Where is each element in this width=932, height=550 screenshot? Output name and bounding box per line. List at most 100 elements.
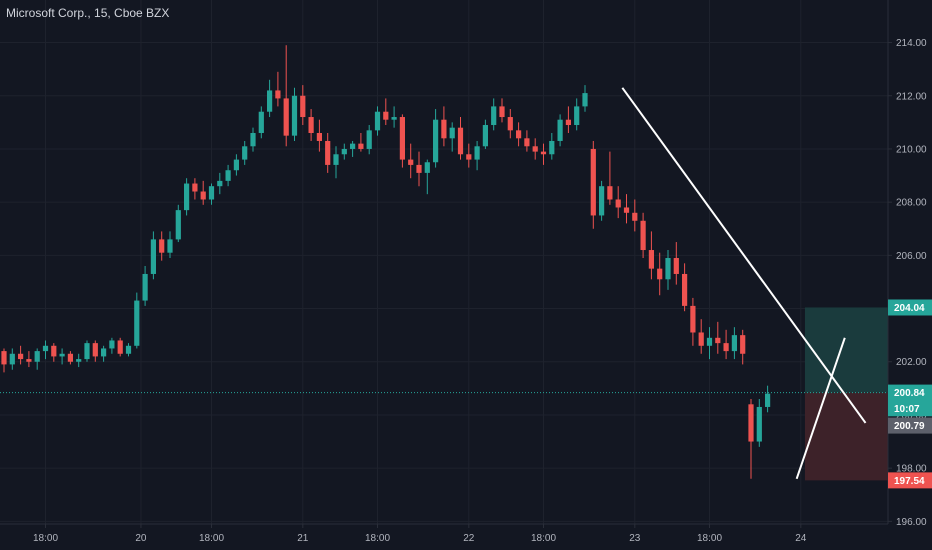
- candle-body: [482, 125, 488, 147]
- candle: [208, 183, 215, 205]
- trendlines[interactable]: [621, 87, 867, 480]
- time-tick-label: 18:00: [531, 533, 556, 544]
- candle: [76, 353, 82, 368]
- candle: [607, 151, 613, 205]
- candle: [524, 130, 530, 152]
- candle-body: [184, 183, 190, 211]
- price-badge-target: 204.04: [888, 299, 932, 316]
- candle-body: [250, 132, 256, 147]
- candle-body: [673, 258, 679, 274]
- loss-zone[interactable]: [804, 392, 888, 481]
- candle: [673, 242, 679, 285]
- candle-body: [67, 353, 73, 362]
- candle-body: [516, 130, 522, 139]
- candle: [491, 98, 497, 131]
- trendline[interactable]: [621, 87, 867, 424]
- grid-lines: [0, 0, 888, 524]
- candle-body: [632, 212, 638, 221]
- trendline[interactable]: [795, 337, 846, 480]
- candle-body: [532, 146, 538, 152]
- price-tick-label: 214.00: [896, 38, 927, 49]
- candle: [109, 337, 115, 354]
- candle-body: [150, 239, 156, 274]
- candle-body: [9, 353, 15, 365]
- candle-body: [42, 345, 49, 352]
- candle-body: [723, 343, 729, 352]
- candle-body: [449, 127, 455, 139]
- candle-body: [134, 300, 140, 346]
- candle-body: [125, 345, 132, 354]
- candle: [549, 132, 555, 160]
- candle: [623, 194, 630, 224]
- candle-body: [565, 119, 571, 126]
- candle: [682, 263, 688, 312]
- candle-body: [325, 140, 331, 165]
- candle-body: [623, 207, 630, 213]
- candle-body: [242, 146, 248, 160]
- position-zones[interactable]: [804, 307, 888, 481]
- candle-body: [308, 117, 314, 133]
- price-badge-bg: [888, 400, 932, 417]
- time-tick-label: 21: [297, 533, 309, 544]
- candle: [184, 178, 190, 216]
- candle: [225, 164, 231, 187]
- candle-body: [433, 119, 439, 163]
- candle-body: [117, 340, 123, 354]
- candle-body: [590, 148, 596, 216]
- candle: [267, 79, 273, 118]
- candle: [715, 321, 721, 354]
- candle: [167, 231, 173, 259]
- candle-body: [51, 345, 57, 357]
- candle-body: [731, 335, 737, 352]
- candle: [150, 231, 156, 280]
- candle: [101, 345, 107, 362]
- candle-body: [441, 119, 447, 139]
- price-badge-label: 200.79: [894, 421, 925, 432]
- candle-body: [1, 351, 7, 365]
- candle: [175, 204, 181, 243]
- symbol-title: Microsoft Corp., 15, Cboe BZX: [6, 6, 170, 20]
- candle-body: [350, 143, 356, 149]
- candle: [457, 117, 464, 160]
- candle-body: [549, 140, 555, 155]
- candle-body: [648, 250, 654, 269]
- time-axis[interactable]: 18:00 20 18:00 21 18:00 22 18:00 23 18:00 24: [33, 524, 807, 544]
- candle: [192, 178, 198, 200]
- candle: [358, 132, 364, 152]
- candle-body: [408, 159, 414, 165]
- candle-body: [474, 146, 480, 160]
- candle: [499, 98, 505, 123]
- candle: [599, 180, 605, 221]
- candle: [507, 109, 513, 139]
- profit-zone[interactable]: [804, 307, 888, 393]
- candle: [648, 231, 654, 280]
- candle: [615, 186, 621, 219]
- candle-body: [765, 393, 771, 407]
- candle-body: [208, 186, 215, 200]
- candle: [731, 327, 737, 360]
- candle: [217, 172, 223, 195]
- time-tick-label: 18:00: [697, 533, 722, 544]
- candle: [42, 340, 49, 360]
- candle: [740, 329, 746, 365]
- candle-body: [258, 111, 264, 133]
- candle-body: [233, 159, 239, 171]
- candle: [26, 351, 32, 368]
- candle-body: [358, 143, 364, 149]
- candle: [374, 106, 381, 136]
- candle: [706, 327, 713, 360]
- candle: [233, 154, 239, 176]
- price-badge-bg: [888, 472, 932, 489]
- candle-body: [698, 332, 704, 346]
- price-tick-label: 208.00: [896, 198, 927, 209]
- candle-body: [424, 162, 430, 173]
- candle-body: [715, 337, 721, 344]
- candle-body: [366, 130, 372, 149]
- candle: [408, 143, 414, 179]
- price-tick-label: 196.00: [896, 517, 927, 528]
- candle: [275, 71, 281, 107]
- candle: [250, 127, 256, 152]
- candle-body: [167, 239, 173, 253]
